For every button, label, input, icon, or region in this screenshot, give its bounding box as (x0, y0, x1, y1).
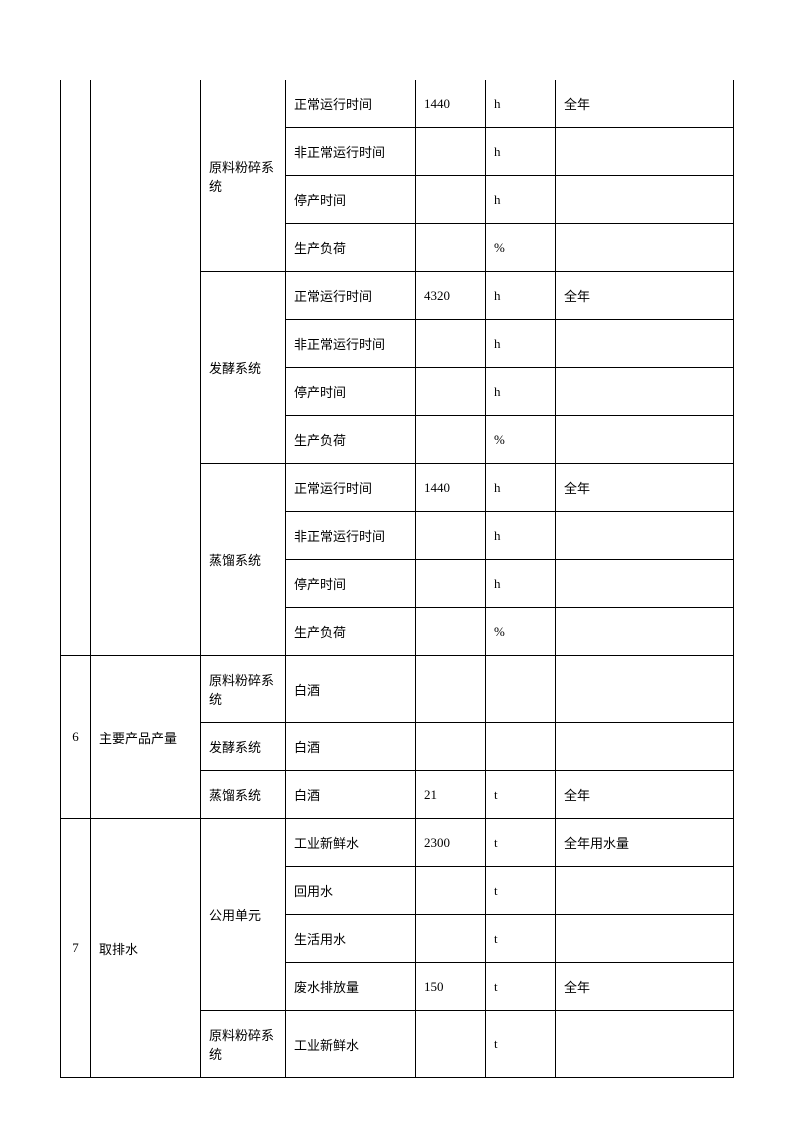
value-cell (416, 608, 486, 656)
note-cell (556, 224, 734, 272)
note-cell (556, 128, 734, 176)
table-row: 原料粉碎系统正常运行时间1440h全年 (61, 80, 734, 128)
param-cell: 停产时间 (286, 176, 416, 224)
note-cell (556, 368, 734, 416)
system-name: 蒸馏系统 (201, 771, 286, 819)
value-cell (416, 867, 486, 915)
note-cell (556, 915, 734, 963)
param-cell: 生产负荷 (286, 608, 416, 656)
note-cell: 全年 (556, 963, 734, 1011)
value-cell (416, 416, 486, 464)
note-cell (556, 176, 734, 224)
unit-cell: % (486, 224, 556, 272)
param-cell: 停产时间 (286, 368, 416, 416)
value-cell (416, 560, 486, 608)
note-cell: 全年 (556, 80, 734, 128)
unit-cell (486, 723, 556, 771)
section-number: 6 (61, 656, 91, 819)
section-name: 取排水 (91, 819, 201, 1078)
note-cell (556, 608, 734, 656)
value-cell (416, 368, 486, 416)
value-cell: 1440 (416, 464, 486, 512)
unit-cell: h (486, 464, 556, 512)
value-cell (416, 723, 486, 771)
table-row: 7取排水公用单元工业新鲜水2300t全年用水量 (61, 819, 734, 867)
value-cell (416, 224, 486, 272)
param-cell: 废水排放量 (286, 963, 416, 1011)
system-name: 原料粉碎系统 (201, 656, 286, 723)
value-cell: 21 (416, 771, 486, 819)
value-cell: 1440 (416, 80, 486, 128)
value-cell (416, 176, 486, 224)
param-cell: 白酒 (286, 771, 416, 819)
note-cell (556, 656, 734, 723)
system-name: 发酵系统 (201, 723, 286, 771)
data-table: 原料粉碎系统正常运行时间1440h全年非正常运行时间h停产时间h生产负荷%发酵系… (60, 80, 734, 1078)
note-cell (556, 320, 734, 368)
param-cell: 工业新鲜水 (286, 819, 416, 867)
value-cell: 150 (416, 963, 486, 1011)
param-cell: 正常运行时间 (286, 464, 416, 512)
unit-cell: t (486, 915, 556, 963)
unit-cell: % (486, 608, 556, 656)
value-cell (416, 915, 486, 963)
param-cell: 白酒 (286, 723, 416, 771)
param-cell: 白酒 (286, 656, 416, 723)
value-cell (416, 512, 486, 560)
section-number: 7 (61, 819, 91, 1078)
system-name: 公用单元 (201, 819, 286, 1011)
param-cell: 生活用水 (286, 915, 416, 963)
section-number (61, 80, 91, 656)
unit-cell: h (486, 80, 556, 128)
unit-cell (486, 656, 556, 723)
note-cell (556, 560, 734, 608)
value-cell (416, 128, 486, 176)
unit-cell: t (486, 1011, 556, 1078)
system-name: 发酵系统 (201, 272, 286, 464)
param-cell: 正常运行时间 (286, 272, 416, 320)
note-cell (556, 1011, 734, 1078)
section-name: 主要产品产量 (91, 656, 201, 819)
value-cell (416, 656, 486, 723)
section-name (91, 80, 201, 656)
param-cell: 生产负荷 (286, 224, 416, 272)
note-cell: 全年 (556, 464, 734, 512)
param-cell: 回用水 (286, 867, 416, 915)
note-cell: 全年 (556, 272, 734, 320)
unit-cell: h (486, 272, 556, 320)
param-cell: 生产负荷 (286, 416, 416, 464)
unit-cell: h (486, 176, 556, 224)
unit-cell: t (486, 771, 556, 819)
value-cell: 4320 (416, 272, 486, 320)
system-name: 蒸馏系统 (201, 464, 286, 656)
value-cell (416, 1011, 486, 1078)
unit-cell: h (486, 560, 556, 608)
note-cell: 全年用水量 (556, 819, 734, 867)
value-cell (416, 320, 486, 368)
system-name: 原料粉碎系统 (201, 80, 286, 272)
param-cell: 非正常运行时间 (286, 128, 416, 176)
note-cell: 全年 (556, 771, 734, 819)
param-cell: 非正常运行时间 (286, 320, 416, 368)
unit-cell: t (486, 867, 556, 915)
param-cell: 工业新鲜水 (286, 1011, 416, 1078)
note-cell (556, 416, 734, 464)
param-cell: 非正常运行时间 (286, 512, 416, 560)
system-name: 原料粉碎系统 (201, 1011, 286, 1078)
unit-cell: t (486, 963, 556, 1011)
param-cell: 正常运行时间 (286, 80, 416, 128)
note-cell (556, 512, 734, 560)
table-row: 6主要产品产量原料粉碎系统白酒 (61, 656, 734, 723)
param-cell: 停产时间 (286, 560, 416, 608)
unit-cell: % (486, 416, 556, 464)
note-cell (556, 723, 734, 771)
unit-cell: t (486, 819, 556, 867)
unit-cell: h (486, 368, 556, 416)
value-cell: 2300 (416, 819, 486, 867)
unit-cell: h (486, 320, 556, 368)
unit-cell: h (486, 128, 556, 176)
note-cell (556, 867, 734, 915)
unit-cell: h (486, 512, 556, 560)
